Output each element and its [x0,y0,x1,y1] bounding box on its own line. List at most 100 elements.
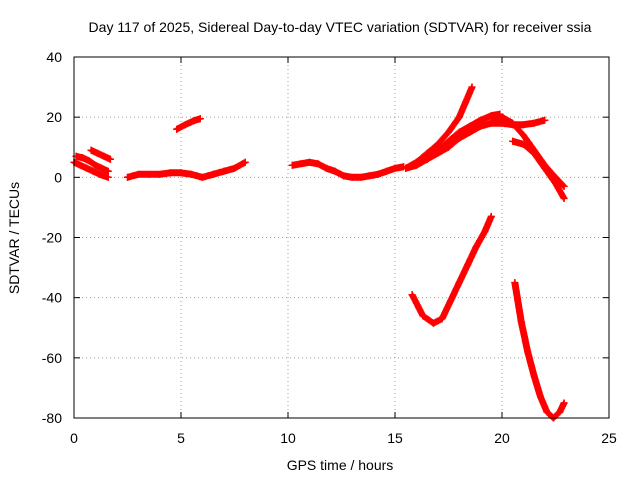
data-point [241,158,249,166]
data-point [419,312,427,320]
data-point [79,154,87,162]
data-point [96,170,104,178]
data-point [85,157,93,165]
y-tick-label: -20 [42,230,62,246]
data-point [408,291,416,299]
data-point [87,146,95,154]
data-point [391,164,399,172]
data-point [357,173,365,181]
data-point [374,170,382,178]
data-point [447,297,455,305]
data-point [487,113,495,121]
series-track-5 [173,115,204,133]
data-point [445,128,452,136]
data-point [519,121,527,129]
y-tick-label: -80 [42,410,62,426]
data-point [530,119,538,127]
data-point [89,167,97,175]
data-point [556,408,564,416]
data-point [455,128,463,136]
data-point [134,170,142,178]
data-point [288,161,296,169]
data-point [331,167,339,175]
data-point [94,149,102,157]
series-track-13 [511,279,568,422]
y-tick-label: -40 [42,290,62,306]
data-point [481,227,489,235]
data-point [487,212,495,220]
series-markers [173,115,204,133]
series-markers [509,137,568,202]
data-point [382,167,390,175]
data-point [100,152,108,160]
data-point [477,116,485,124]
data-point [188,170,196,178]
data-point [543,408,551,416]
data-point [181,121,189,129]
data-point [466,122,474,130]
data-point [464,261,472,269]
chart-title: Day 117 of 2025, Sidereal Day-to-day VTE… [89,19,592,35]
data-point [519,140,527,148]
data-point [430,319,438,327]
data-point [509,119,517,127]
data-point [530,372,538,380]
y-tick-label: 20 [46,109,62,125]
data-point [166,169,174,177]
data-point [83,164,91,172]
axis-ticks: 0 5 10 15 20 25 -80 -60 -40 -20 0 20 40 [42,49,617,446]
data-point [455,279,463,287]
y-tick-label: -60 [42,350,62,366]
series-track-11 [509,137,568,202]
series-track-3 [87,146,114,163]
data-point [445,143,452,151]
data-point [98,164,106,172]
data-point [466,128,474,136]
data-point [106,155,114,163]
data-point [76,161,84,169]
data-series [70,83,568,422]
data-point [412,158,420,166]
data-point [455,134,463,142]
series-track-4 [124,158,249,181]
y-axis-label: SDTVAR / TECUs [6,182,22,294]
x-tick-label: 0 [70,430,78,446]
data-point [423,155,431,163]
data-point [348,173,356,181]
data-point [231,164,238,172]
x-tick-label: 5 [177,430,185,446]
data-point [519,131,527,139]
data-point [91,161,99,169]
data-point [530,149,538,157]
data-point [524,348,532,356]
data-point [472,243,480,251]
x-tick-label: 25 [601,430,617,446]
data-point [209,170,217,178]
data-point [340,172,348,180]
data-point [517,318,525,326]
x-axis-label: GPS time / hours [287,457,394,473]
series-track-9 [412,116,549,166]
data-point [477,122,485,130]
data-point [438,315,446,323]
data-point [552,179,559,187]
data-point [541,116,549,124]
data-point [511,279,519,287]
series-track-7 [402,83,476,172]
series-track-6 [288,158,408,181]
data-point [365,172,373,180]
data-point [198,173,206,181]
x-tick-label: 15 [387,430,403,446]
y-tick-label: 40 [46,49,62,65]
data-point [487,119,495,127]
data-point [124,173,131,181]
data-point [314,160,322,168]
data-point [145,170,153,178]
data-point [220,167,228,175]
data-point [560,399,568,407]
data-point [297,160,305,168]
data-point [104,167,112,175]
x-tick-label: 20 [494,430,510,446]
x-tick-label: 10 [280,430,296,446]
